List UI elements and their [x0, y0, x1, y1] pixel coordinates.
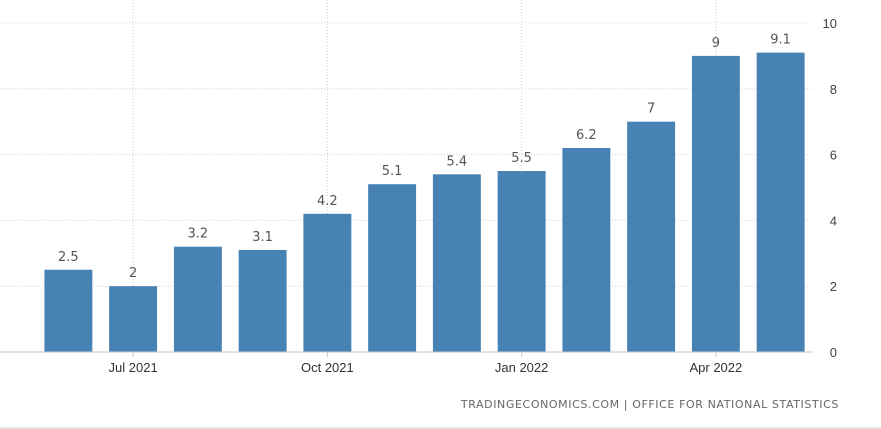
y-tick-label: 6 — [830, 148, 837, 163]
data-label: 2.5 — [58, 250, 79, 265]
bar — [173, 246, 222, 352]
data-label: 5.5 — [511, 151, 532, 166]
bar — [368, 184, 417, 352]
bar — [303, 213, 352, 352]
data-label: 4.2 — [317, 194, 338, 209]
y-tick-label: 8 — [830, 82, 837, 97]
x-tick-label: Oct 2021 — [301, 360, 354, 375]
bar — [756, 52, 805, 353]
bar — [562, 148, 611, 352]
data-label: 2 — [129, 266, 137, 281]
data-label: 3.2 — [188, 227, 209, 242]
data-label: 3.1 — [252, 230, 273, 245]
y-tick-label: 0 — [830, 345, 837, 360]
y-tick-label: 4 — [830, 213, 837, 228]
bar — [109, 286, 158, 352]
bar — [691, 55, 740, 353]
y-axis: 0 2 4 6 8 10 — [823, 16, 837, 360]
y-tick-label: 10 — [823, 16, 837, 31]
source-attribution: TRADINGECONOMICS.COM | OFFICE FOR NATION… — [460, 398, 839, 411]
x-axis: Jul 2021 Oct 2021 Jan 2022 Apr 2022 — [0, 351, 813, 375]
data-labels: 2.5 2 3.2 3.1 4.2 5.1 5.4 5.5 6.2 7 9 9.1 — [58, 33, 791, 282]
x-tick-label: Jul 2021 — [109, 360, 158, 375]
data-label: 5.4 — [447, 154, 468, 169]
bar — [497, 171, 546, 352]
data-label: 5.1 — [382, 164, 403, 179]
x-tick-label: Apr 2022 — [689, 360, 742, 375]
bars — [44, 52, 805, 353]
data-label: 7 — [647, 102, 655, 117]
bar — [432, 174, 481, 352]
bar — [238, 250, 287, 352]
bar — [44, 269, 93, 352]
x-tick-label: Jan 2022 — [495, 360, 549, 375]
y-tick-label: 2 — [830, 279, 837, 294]
data-label: 9.1 — [770, 33, 791, 48]
data-label: 9 — [712, 36, 720, 51]
data-label: 6.2 — [576, 128, 597, 143]
bar — [627, 121, 676, 352]
bottom-divider — [0, 427, 881, 429]
